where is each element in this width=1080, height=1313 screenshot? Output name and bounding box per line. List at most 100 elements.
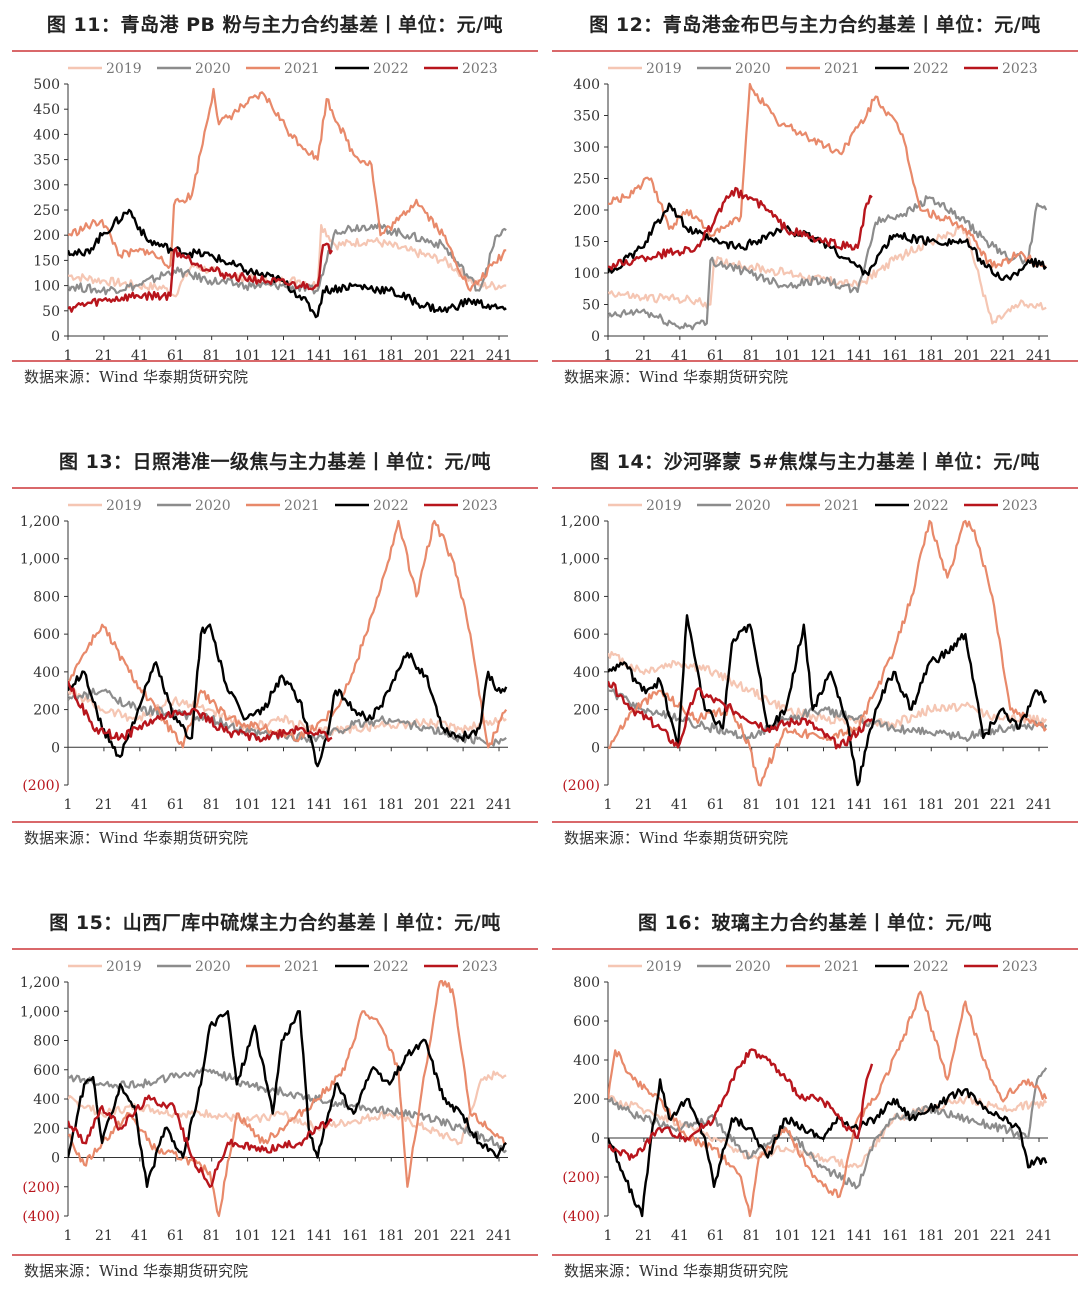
y-tick-label: 1,200 — [20, 975, 60, 991]
y-tick-label: 400 — [33, 665, 60, 681]
source-rule — [552, 821, 1078, 823]
title-rule — [552, 948, 1078, 950]
legend-label-2021: 2021 — [284, 61, 320, 77]
chart-panel-14: 图 14：沙河驿蒙 5#焦煤与主力基差丨单位：元/吨 2019 2020 2021 2… — [552, 447, 1078, 847]
x-tick-label: 41 — [671, 1228, 689, 1244]
x-tick-label: 141 — [306, 797, 333, 813]
x-tick-label: 61 — [167, 1228, 185, 1244]
y-tick-label: 200 — [573, 203, 600, 219]
series-line-2023 — [68, 680, 333, 743]
legend-label-2023: 2023 — [1002, 61, 1038, 77]
chart-title: 图 15：山西厂库中硫煤主力合约基差丨单位：元/吨 — [49, 912, 501, 934]
series-line-2019 — [68, 689, 507, 736]
x-tick-label: 241 — [486, 797, 513, 813]
x-tick-label: 161 — [342, 797, 369, 813]
y-tick-label: 100 — [33, 279, 60, 295]
series-line-2022 — [608, 1078, 1048, 1218]
y-tick-label: 350 — [573, 109, 600, 125]
y-tick-label: 600 — [573, 627, 600, 643]
x-tick-label: 121 — [270, 797, 297, 813]
y-tick-label: 600 — [33, 627, 60, 643]
series-line-2021 — [68, 87, 507, 292]
series-line-2022 — [608, 614, 1048, 787]
series-line-2022 — [68, 623, 508, 768]
y-tick-label: 0 — [51, 740, 60, 756]
x-tick-label: 241 — [1026, 1228, 1053, 1244]
legend-label-2023: 2023 — [462, 959, 498, 975]
legend-label-2022: 2022 — [373, 959, 409, 975]
series-line-2022 — [68, 208, 507, 319]
series-line-2023 — [68, 1094, 333, 1188]
series-line-2023 — [608, 186, 873, 271]
title-rule — [12, 487, 538, 489]
y-tick-label: 0 — [591, 329, 600, 345]
title-rule — [552, 50, 1078, 52]
source-note: 数据来源：Wind 华泰期货研究院 — [564, 1262, 788, 1280]
x-tick-label: 21 — [635, 1228, 653, 1244]
x-tick-label: 181 — [378, 1228, 405, 1244]
chart-title: 图 12：青岛港金布巴与主力合约基差丨单位：元/吨 — [589, 14, 1041, 36]
legend-label-2019: 2019 — [646, 959, 682, 975]
x-tick-label: 201 — [954, 1228, 981, 1244]
chart-panel-12: 图 12：青岛港金布巴与主力合约基差丨单位：元/吨 2019 2020 2021 20… — [552, 10, 1078, 410]
x-tick-label: 241 — [1026, 797, 1053, 813]
series-line-2022 — [68, 1010, 507, 1188]
legend-label-2020: 2020 — [735, 959, 771, 975]
x-tick-label: 141 — [306, 1228, 333, 1244]
x-tick-label: 201 — [414, 1228, 441, 1244]
source-rule — [552, 1254, 1078, 1256]
y-tick-label: 1,000 — [20, 1004, 60, 1020]
y-tick-label: 300 — [33, 178, 60, 194]
legend-label-2021: 2021 — [824, 498, 860, 514]
source-rule — [552, 360, 1078, 362]
chart-panel-16: 图 16：玻璃主力合约基差丨单位：元/吨 2019 2020 2021 2022 202… — [552, 908, 1078, 1308]
y-tick-label: 1,200 — [560, 514, 600, 530]
chart-title: 图 16：玻璃主力合约基差丨单位：元/吨 — [638, 912, 992, 934]
y-tick-label: 1,000 — [560, 552, 600, 568]
y-tick-label: 600 — [573, 1014, 600, 1030]
source-rule — [12, 1254, 538, 1256]
legend-label-2020: 2020 — [195, 61, 231, 77]
y-tick-label: 150 — [573, 235, 600, 251]
x-tick-label: 221 — [450, 1228, 477, 1244]
y-tick-label: 200 — [33, 703, 60, 719]
series-line-2020 — [68, 1066, 507, 1154]
x-tick-label: 101 — [774, 797, 801, 813]
series-line-2023 — [608, 1048, 874, 1161]
x-tick-label: 21 — [95, 1228, 113, 1244]
x-tick-label: 41 — [671, 797, 689, 813]
source-note: 数据来源：Wind 华泰期货研究院 — [24, 1262, 248, 1280]
series-line-2020 — [608, 1067, 1048, 1190]
y-tick-label: (200) — [562, 778, 600, 794]
legend-label-2022: 2022 — [913, 498, 949, 514]
y-tick-label: 200 — [33, 1121, 60, 1137]
y-tick-label: 200 — [33, 228, 60, 244]
x-tick-label: 141 — [846, 1228, 873, 1244]
source-rule — [12, 360, 538, 362]
series-line-2023 — [68, 242, 334, 313]
y-tick-label: 50 — [582, 298, 600, 314]
y-tick-label: 50 — [42, 304, 60, 320]
series-line-2022 — [608, 202, 1048, 281]
x-tick-label: 121 — [270, 1228, 297, 1244]
x-tick-label: 181 — [918, 1228, 945, 1244]
source-note: 数据来源：Wind 华泰期货研究院 — [24, 368, 248, 386]
y-tick-label: 800 — [33, 1034, 60, 1050]
y-tick-label: (200) — [22, 1180, 60, 1196]
y-tick-label: (400) — [562, 1209, 600, 1225]
x-tick-label: 101 — [234, 797, 261, 813]
y-tick-label: (200) — [562, 1170, 600, 1186]
chart-title: 图 13：日照港准一级焦与主力基差丨单位：元/吨 — [59, 451, 491, 473]
legend-label-2019: 2019 — [106, 959, 142, 975]
x-tick-label: 41 — [131, 797, 149, 813]
title-rule — [12, 50, 538, 52]
x-tick-label: 1 — [64, 797, 73, 813]
line-chart: 2019 2020 2021 2022 2023 0 50 100 150 200 250 300 35… — [573, 61, 1052, 364]
source-note: 数据来源：Wind 华泰期货研究院 — [24, 829, 248, 847]
source-rule — [12, 821, 538, 823]
legend-label-2021: 2021 — [824, 61, 860, 77]
y-tick-label: 350 — [33, 153, 60, 169]
legend-label-2022: 2022 — [913, 959, 949, 975]
legend-label-2022: 2022 — [913, 61, 949, 77]
series-line-2020 — [68, 687, 507, 747]
